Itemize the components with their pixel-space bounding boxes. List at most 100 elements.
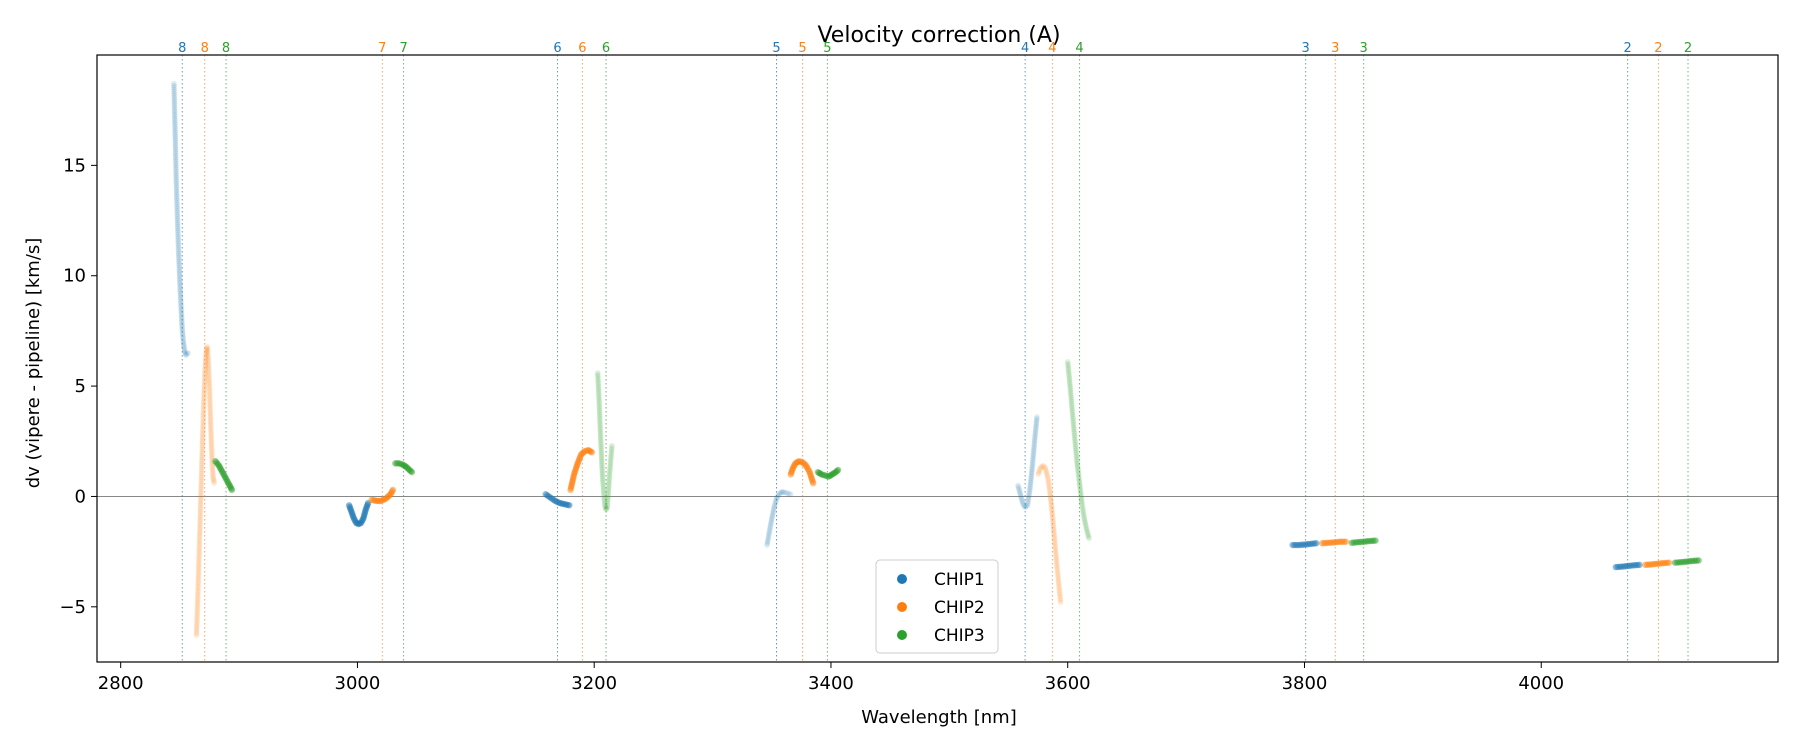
data-point xyxy=(176,266,183,272)
data-point xyxy=(206,391,213,397)
data-point xyxy=(1045,481,1052,488)
data-point xyxy=(773,497,779,504)
data-point xyxy=(1054,562,1060,568)
data-point xyxy=(171,106,178,112)
data-point xyxy=(765,534,772,541)
data-point xyxy=(181,342,187,349)
data-point xyxy=(1029,463,1036,469)
data-point xyxy=(595,375,601,382)
data-point xyxy=(1084,530,1091,536)
data-point xyxy=(198,470,205,477)
data-point xyxy=(199,452,205,459)
data-point xyxy=(172,143,179,149)
data-point xyxy=(207,422,214,429)
data-point xyxy=(1066,372,1072,378)
data-point xyxy=(1084,528,1090,535)
data-point xyxy=(1046,487,1053,493)
data-point xyxy=(1032,431,1039,437)
data-point xyxy=(174,207,180,214)
order-marker-label: 7 xyxy=(399,41,407,56)
order-marker-label: 2 xyxy=(1654,41,1662,56)
data-point xyxy=(205,354,211,361)
data-point xyxy=(599,468,606,474)
data-point xyxy=(173,192,180,198)
data-point xyxy=(1052,547,1059,553)
data-point xyxy=(601,494,607,501)
data-point xyxy=(202,365,209,371)
data-point xyxy=(205,364,212,371)
data-point xyxy=(205,356,212,363)
data-series-chip2-order-8 xyxy=(193,343,217,639)
data-point xyxy=(1077,484,1083,490)
data-point xyxy=(199,429,206,435)
data-point xyxy=(1052,539,1058,546)
data-point xyxy=(193,624,200,631)
data-point xyxy=(1077,487,1084,494)
data-point xyxy=(1083,524,1090,531)
data-point xyxy=(1019,498,1026,505)
data-point xyxy=(1018,493,1024,499)
data-point xyxy=(208,434,214,440)
data-point xyxy=(206,383,213,390)
data-point xyxy=(1069,413,1076,420)
data-point xyxy=(607,467,613,474)
order-marker-label: 5 xyxy=(823,41,831,56)
data-point xyxy=(195,585,201,592)
data-series-chip3-order-8 xyxy=(212,457,236,494)
data-point xyxy=(1057,591,1063,598)
data-point xyxy=(203,354,209,360)
data-point xyxy=(184,351,190,357)
data-point xyxy=(773,495,780,502)
data-point xyxy=(1048,498,1054,505)
data-point xyxy=(1066,370,1072,376)
data-point xyxy=(199,436,206,443)
order-marker-label: 5 xyxy=(772,41,780,56)
data-point xyxy=(178,316,185,323)
data-point xyxy=(1049,509,1055,516)
data-point xyxy=(195,575,202,582)
data-point xyxy=(602,505,609,512)
data-point xyxy=(1027,479,1034,486)
data-point xyxy=(200,413,207,419)
data-point xyxy=(171,84,177,91)
data-point xyxy=(1078,498,1085,505)
data-point xyxy=(204,351,211,357)
data-point xyxy=(598,455,605,461)
data-point xyxy=(1070,421,1077,427)
data-point xyxy=(172,129,178,136)
data-point xyxy=(767,523,774,529)
data-point xyxy=(599,464,605,471)
data-point xyxy=(196,552,202,558)
data-point xyxy=(175,252,182,259)
data-point xyxy=(176,268,183,274)
data-point xyxy=(199,444,206,451)
data-point xyxy=(599,462,605,469)
data-point xyxy=(195,591,201,598)
data-point xyxy=(207,403,213,409)
data-point xyxy=(172,131,178,138)
data-point xyxy=(1051,535,1058,542)
data-point xyxy=(1057,599,1064,606)
data-point xyxy=(596,411,603,418)
data-point xyxy=(176,258,182,265)
data-point xyxy=(768,519,774,526)
data-point xyxy=(1055,574,1061,580)
order-marker-label: 6 xyxy=(578,41,586,56)
data-point xyxy=(1031,442,1038,448)
data-point xyxy=(596,401,603,408)
data-point xyxy=(206,385,213,392)
data-point xyxy=(175,248,182,255)
data-point xyxy=(173,164,179,171)
data-point xyxy=(208,426,214,433)
data-series-chip2-order-2 xyxy=(1642,559,1673,569)
data-point xyxy=(207,401,213,407)
data-point xyxy=(1068,392,1074,399)
data-point xyxy=(194,607,201,613)
data-point xyxy=(599,471,606,478)
data-point xyxy=(200,407,207,413)
order-marker-label: 7 xyxy=(378,41,386,56)
data-point xyxy=(197,518,203,524)
data-point xyxy=(177,294,184,301)
data-point xyxy=(174,196,180,202)
data-point xyxy=(171,96,178,103)
